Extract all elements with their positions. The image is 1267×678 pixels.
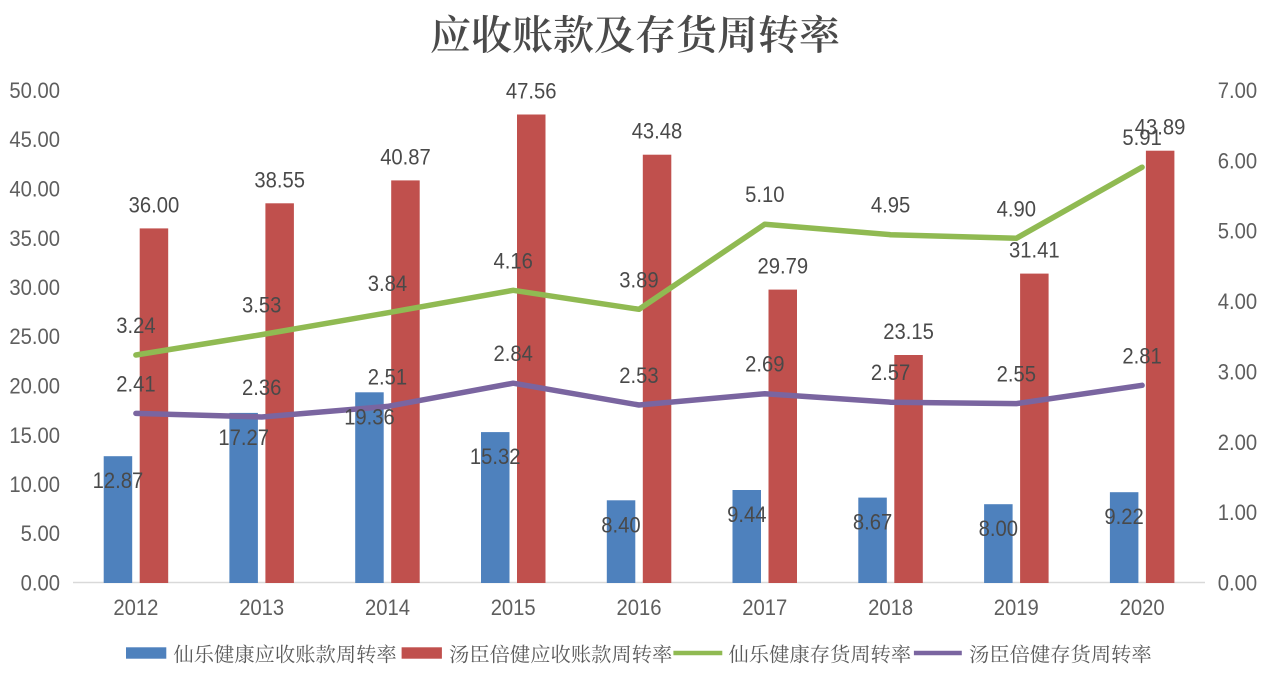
svg-text:38.55: 38.55: [254, 167, 305, 192]
svg-text:2019: 2019: [994, 595, 1039, 620]
svg-text:9.22: 9.22: [1104, 504, 1143, 529]
svg-text:43.89: 43.89: [1135, 115, 1186, 140]
svg-text:1.00: 1.00: [1218, 500, 1257, 525]
svg-text:2013: 2013: [239, 595, 284, 620]
svg-text:5.00: 5.00: [21, 521, 60, 546]
svg-text:2.53: 2.53: [619, 363, 658, 388]
svg-text:17.27: 17.27: [218, 425, 269, 450]
svg-text:4.90: 4.90: [997, 196, 1036, 221]
svg-text:10.00: 10.00: [9, 472, 60, 497]
svg-text:2.41: 2.41: [116, 371, 155, 396]
svg-text:45.00: 45.00: [9, 127, 60, 152]
svg-text:2.51: 2.51: [368, 364, 407, 389]
svg-text:2014: 2014: [365, 595, 410, 620]
svg-text:8.00: 8.00: [979, 516, 1018, 541]
svg-text:2.00: 2.00: [1218, 430, 1257, 455]
svg-text:2020: 2020: [1120, 595, 1165, 620]
svg-text:2017: 2017: [742, 595, 787, 620]
svg-text:3.84: 3.84: [368, 271, 407, 296]
svg-text:19.36: 19.36: [344, 404, 395, 429]
svg-text:5.10: 5.10: [745, 182, 784, 207]
svg-text:7.00: 7.00: [1218, 78, 1257, 103]
svg-text:2.84: 2.84: [494, 341, 533, 366]
svg-text:47.56: 47.56: [506, 79, 557, 104]
svg-text:3.24: 3.24: [116, 313, 155, 338]
svg-text:0.00: 0.00: [1218, 571, 1257, 596]
svg-text:23.15: 23.15: [883, 319, 934, 344]
svg-text:31.41: 31.41: [1009, 238, 1060, 263]
svg-text:2.36: 2.36: [242, 375, 281, 400]
svg-text:2015: 2015: [491, 595, 536, 620]
svg-text:5.00: 5.00: [1218, 219, 1257, 244]
svg-text:30.00: 30.00: [9, 275, 60, 300]
svg-text:4.00: 4.00: [1218, 289, 1257, 314]
svg-text:50.00: 50.00: [9, 78, 60, 103]
svg-text:3.53: 3.53: [242, 293, 281, 318]
svg-text:12.87: 12.87: [93, 468, 144, 493]
svg-text:43.48: 43.48: [632, 119, 683, 144]
svg-text:2.55: 2.55: [997, 362, 1036, 387]
svg-text:9.44: 9.44: [727, 502, 766, 527]
svg-text:4.16: 4.16: [494, 248, 533, 273]
svg-text:8.40: 8.40: [601, 512, 640, 537]
svg-text:2.57: 2.57: [871, 360, 910, 385]
svg-text:40.00: 40.00: [9, 177, 60, 202]
svg-text:2018: 2018: [868, 595, 913, 620]
svg-text:29.79: 29.79: [758, 254, 809, 279]
svg-text:25.00: 25.00: [9, 324, 60, 349]
svg-text:2012: 2012: [113, 595, 158, 620]
svg-text:15.00: 15.00: [9, 423, 60, 448]
svg-text:3.89: 3.89: [619, 267, 658, 292]
svg-text:0.00: 0.00: [21, 571, 60, 596]
svg-text:2.69: 2.69: [745, 352, 784, 377]
svg-text:6.00: 6.00: [1218, 148, 1257, 173]
svg-text:40.87: 40.87: [380, 144, 431, 169]
svg-text:20.00: 20.00: [9, 374, 60, 399]
svg-text:4.95: 4.95: [871, 193, 910, 218]
svg-text:35.00: 35.00: [9, 226, 60, 251]
svg-text:15.32: 15.32: [470, 444, 521, 469]
svg-text:8.67: 8.67: [853, 510, 892, 535]
svg-text:2.81: 2.81: [1122, 343, 1161, 368]
svg-text:3.00: 3.00: [1218, 359, 1257, 384]
svg-text:2016: 2016: [617, 595, 662, 620]
svg-text:36.00: 36.00: [129, 192, 180, 217]
svg-text:5.91: 5.91: [1122, 125, 1161, 150]
